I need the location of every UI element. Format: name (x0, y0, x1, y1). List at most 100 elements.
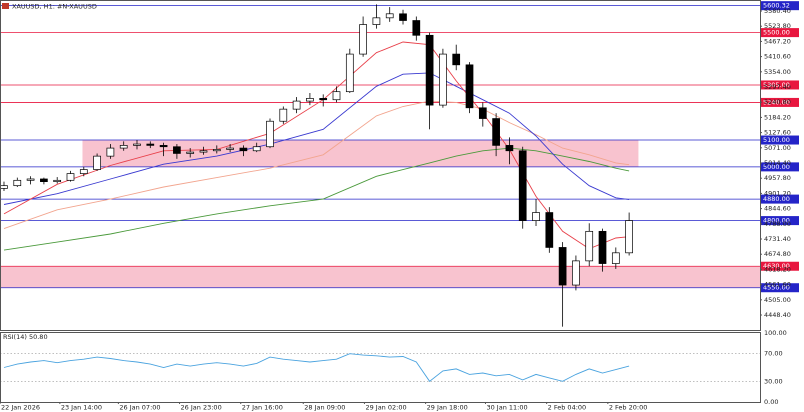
price-level-tag (761, 1, 799, 11)
rsi-tick-label: 0.00 (764, 398, 778, 406)
price-level-label: 4800.00 (763, 217, 790, 225)
candle-body (545, 212, 554, 248)
price-level-label: 5000.00 (763, 163, 790, 171)
candle-body (345, 53, 354, 93)
x-tick-label: 2 Feb 04:00 (548, 404, 587, 412)
price-level-tag (761, 162, 799, 172)
x-tick-label: 22 Jan 2026 (1, 404, 40, 412)
candle-body (585, 230, 594, 262)
grid-layer (0, 353, 760, 382)
rsi-title: RSI(14) 50.80 (3, 333, 48, 341)
candle-body (611, 252, 620, 264)
x-tick-label: 2 Feb 20:00 (609, 404, 648, 412)
candle-body (266, 120, 274, 148)
price-level-tag (761, 194, 799, 204)
price-level-label: 5305.00 (763, 81, 790, 89)
price-level-label: 5100.00 (763, 136, 790, 144)
x-tick-label: 26 Jan 23:00 (181, 404, 222, 412)
candle-body (186, 151, 195, 154)
ma-layer (3, 41, 630, 382)
rsi-tick-label: 100.00 (764, 329, 787, 337)
moving-average (3, 72, 630, 205)
moving-average (3, 100, 630, 230)
y-tick-label: 5523.80 (764, 22, 791, 30)
x-tick-label: 27 Jan 16:00 (242, 404, 283, 412)
price-level-tag (761, 80, 799, 90)
y-tick-label: 5014.40 (764, 159, 791, 167)
y-tick-label: 4901.20 (764, 189, 791, 197)
candle-body (598, 230, 607, 264)
candle-body (239, 147, 248, 152)
candle-body (292, 100, 301, 110)
moving-average (3, 41, 630, 250)
candle-body (146, 143, 155, 146)
price-level-tag (761, 28, 799, 38)
y-tick-label: 5240.80 (764, 98, 791, 106)
y-tick-label: 5354.00 (764, 68, 791, 76)
candle-body (53, 179, 62, 183)
y-tick-label: 4788.00 (764, 220, 791, 228)
candle-body (319, 98, 328, 101)
candle-body (385, 13, 394, 19)
candle-body (173, 146, 181, 154)
price-level-label: 5600.32 (763, 2, 790, 10)
rsi-tick-label: 30.00 (764, 377, 783, 385)
rsi-pane-border (0, 332, 761, 403)
candle-body (532, 212, 540, 221)
x-tick-label: 29 Jan 18:00 (427, 404, 468, 412)
y-tick-label: 5184.20 (764, 113, 791, 121)
price-level-label: 4550.00 (763, 284, 790, 292)
candle-body (212, 149, 221, 152)
candle-body (492, 118, 500, 146)
x-tick-label: 30 Jan 11:00 (486, 404, 527, 412)
candle-body (465, 64, 474, 109)
candle-body (505, 145, 514, 152)
symbol-icon (2, 3, 9, 9)
price-level-label: 5500.00 (763, 29, 790, 37)
levels-layer: 5600.32 5500.00 5305.00 5240.00 5100.00 5000.… (0, 1, 799, 293)
candle-body (40, 178, 48, 183)
chart-title: XAUUSD, H1: #N-XAUUSD (12, 3, 97, 11)
candle-body (159, 145, 168, 148)
candle-body (425, 34, 434, 106)
price-level-label: 4880.00 (763, 195, 790, 203)
y-tick-label: 4674.80 (764, 250, 791, 258)
candles-layer (0, 4, 633, 327)
y-tick-label: 5580.40 (764, 7, 791, 15)
price-level-tag (761, 261, 799, 271)
y-tick-label: 4957.80 (764, 174, 791, 182)
candle-body (26, 178, 35, 181)
candle-body (79, 169, 88, 174)
y-tick-label: 5127.60 (764, 129, 791, 137)
y-tick-label: 5467.20 (764, 37, 791, 45)
candle-body (372, 17, 381, 25)
price-level-tag (761, 216, 799, 226)
candle-body (478, 107, 487, 119)
candle-body (252, 146, 261, 152)
zones-layer (0, 140, 760, 288)
x-tick-label: 26 Jan 07:00 (119, 404, 160, 412)
candle-body (439, 53, 447, 106)
candle-body (119, 145, 128, 149)
candle-body (13, 179, 22, 187)
zone (0, 266, 760, 288)
y-tick-label: 5297.40 (764, 83, 791, 91)
candle-body (226, 147, 234, 150)
rsi-line (3, 353, 630, 382)
main-pane-border (0, 0, 761, 331)
y-tick-label: 4731.40 (764, 235, 791, 243)
candle-body (558, 247, 567, 286)
candle-body (133, 143, 141, 146)
candle-body (332, 91, 341, 101)
candle-body (93, 155, 101, 170)
candle-body (0, 185, 8, 189)
candle-body (199, 150, 208, 153)
x-tick-label: 28 Jan 09:00 (304, 404, 345, 412)
y-tick-label: 4448.40 (764, 311, 791, 319)
y-tick-label: 4844.60 (764, 205, 791, 213)
candle-body (66, 173, 75, 181)
candle-body (572, 260, 580, 286)
y-tick-label: 5410.60 (764, 53, 791, 61)
